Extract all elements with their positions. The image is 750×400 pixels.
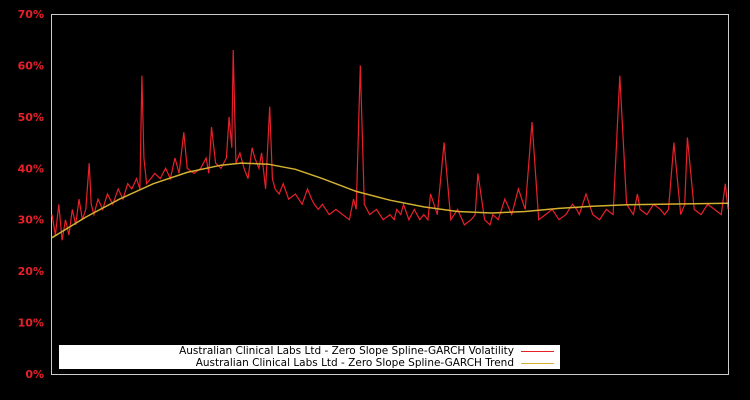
y-tick-label: 60% [18, 59, 44, 72]
trend-series-line [51, 162, 729, 239]
legend: Australian Clinical Labs Ltd - Zero Slop… [59, 345, 560, 369]
y-tick-label: 70% [18, 8, 44, 21]
plot-frame [51, 14, 729, 375]
legend-swatch-volatility [521, 351, 554, 352]
y-tick-label: 10% [18, 317, 44, 330]
legend-swatch-trend [521, 363, 554, 364]
legend-label-volatility: Australian Clinical Labs Ltd - Zero Slop… [179, 345, 514, 357]
y-tick-label: 0% [25, 368, 44, 381]
y-tick-label: 40% [18, 162, 44, 175]
legend-label-trend: Australian Clinical Labs Ltd - Zero Slop… [195, 357, 514, 369]
y-axis-tick-labels: 0% 10% 20% 30% 40% 50% 60% 70% [18, 8, 44, 381]
y-tick-label: 50% [18, 111, 44, 124]
y-tick-label: 30% [18, 214, 44, 227]
volatility-series-line [51, 49, 729, 241]
y-tick-label: 20% [18, 265, 44, 278]
